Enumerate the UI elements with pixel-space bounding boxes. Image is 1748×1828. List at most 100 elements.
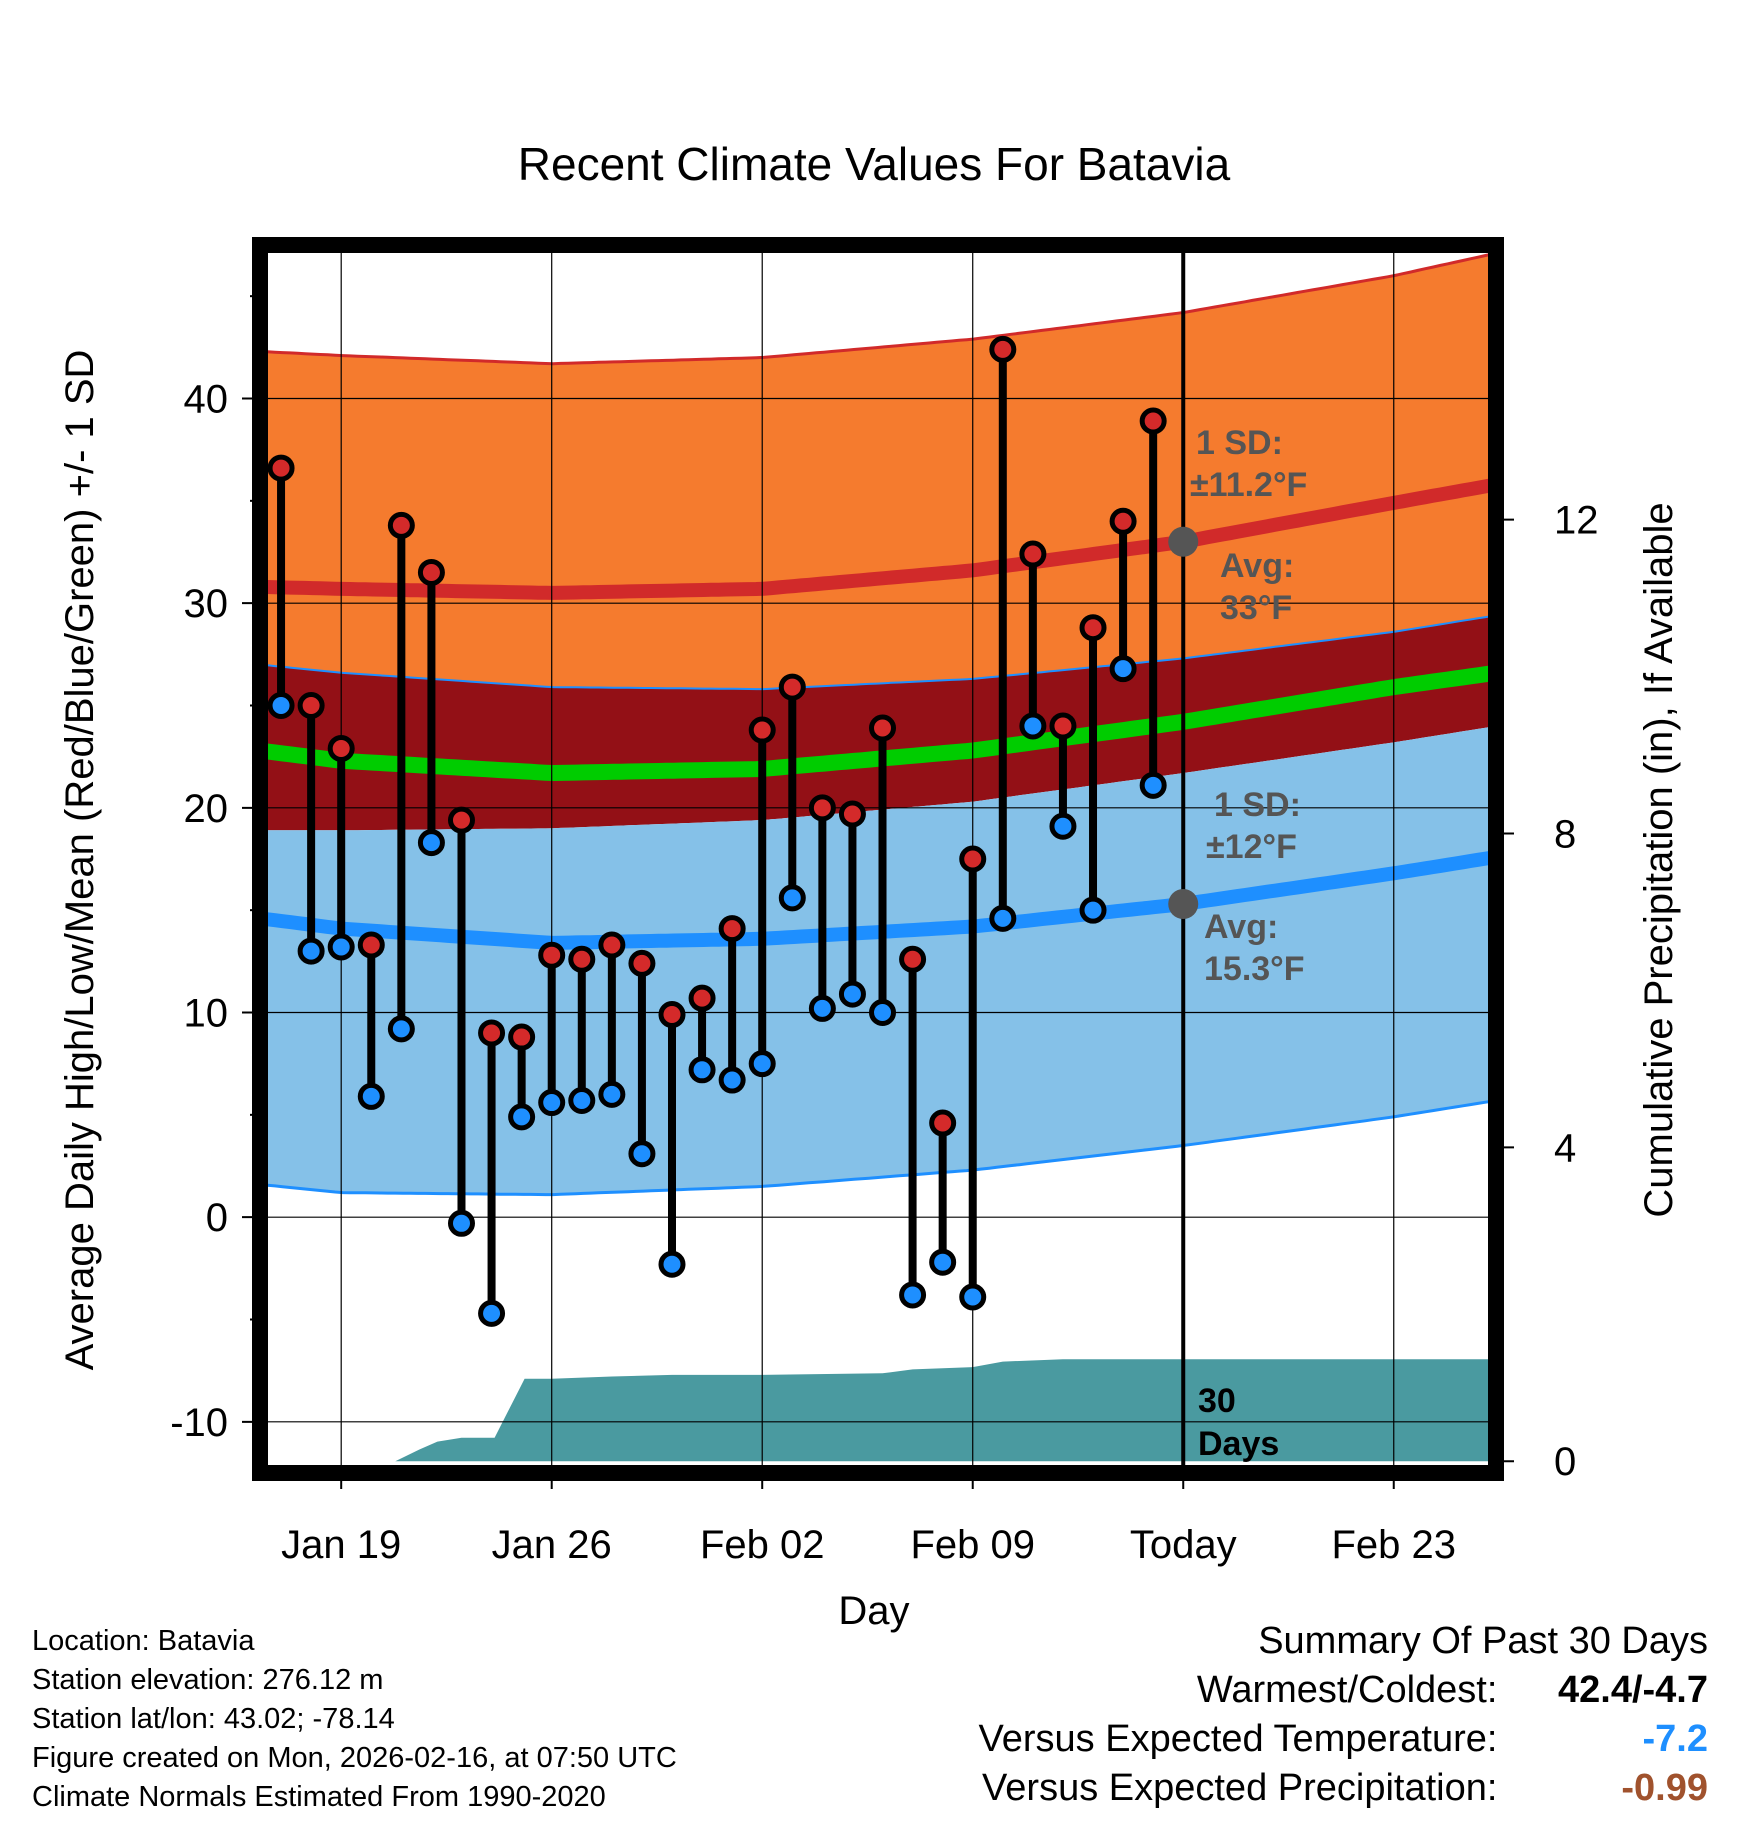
obs-low-point [387, 1015, 415, 1043]
obs-low-point [869, 999, 897, 1026]
summary-warmest-row: Warmest/Coldest: 42.4/-4.7 [979, 1666, 1708, 1715]
latlon-text: Station lat/lon: 43.02; -78.14 [32, 1703, 395, 1735]
period-number: 30 [1198, 1382, 1236, 1420]
obs-low-point [688, 1056, 716, 1084]
obs-low-point [989, 904, 1017, 932]
elevation-text: Station elevation: 276.12 m [32, 1664, 384, 1696]
temp-value: -7.2 [1642, 1718, 1708, 1760]
x-tick-label: Today [1130, 1523, 1237, 1567]
x-axis-label: Day [838, 1589, 909, 1633]
high-avg-label: Avg: [1220, 547, 1294, 585]
obs-low-point [508, 1103, 536, 1131]
obs-high-point [959, 845, 987, 873]
obs-low-point [899, 1281, 927, 1309]
obs-high-point [869, 714, 897, 742]
x-tick-label: Jan 26 [492, 1523, 612, 1567]
low-avg-value: 15.3°F [1204, 950, 1305, 988]
obs-high-point [688, 984, 716, 1012]
high-avg-value: 33°F [1220, 589, 1292, 627]
obs-high-point [327, 734, 355, 762]
high-sd-label: 1 SD: [1196, 424, 1283, 462]
obs-low-point [778, 884, 806, 912]
obs-high-point [989, 335, 1017, 363]
obs-low-point [718, 1066, 746, 1094]
observations [267, 335, 1167, 1327]
obs-high-point [478, 1019, 506, 1047]
y-tick-label: 20 [184, 787, 229, 831]
chart-title: Recent Climate Values For Batavia [518, 138, 1231, 190]
obs-high-point [357, 931, 385, 959]
obs-high-point [748, 716, 776, 744]
obs-low-point [447, 1209, 475, 1237]
low-sd-value: ±12°F [1206, 828, 1297, 866]
y-tick-label: 40 [184, 378, 229, 422]
obs-high-point [628, 949, 656, 977]
obs-low-point [1079, 896, 1107, 924]
mean-avg-line [260, 665, 1495, 782]
obs-low-point [1109, 655, 1137, 683]
x-tick-label: Feb 23 [1331, 1523, 1456, 1567]
obs-high-point [1139, 407, 1167, 435]
precip-area [260, 1359, 1496, 1462]
normals-text: Climate Normals Estimated From 1990-2020 [32, 1781, 606, 1813]
obs-high-point [1019, 540, 1047, 568]
low-sd-label: 1 SD: [1214, 786, 1301, 824]
high-sd-value: ±11.2°F [1190, 466, 1307, 504]
obs-high-point [598, 931, 626, 959]
obs-low-point [838, 980, 866, 1008]
mean-band-top-edge [260, 614, 1494, 691]
warmest-value: 42.4/-4.7 [1558, 1669, 1708, 1711]
y2-tick-label: 4 [1554, 1126, 1576, 1170]
low-avg-marker [1168, 889, 1199, 920]
obs-high-point [417, 558, 445, 586]
low-minus-sd-line [260, 1099, 1494, 1197]
obs-high-point [447, 806, 475, 834]
obs-high-point [267, 454, 295, 482]
obs-high-point [899, 945, 927, 973]
y-axis-label: Average Daily High/Low/Mean (Red/Blue/Gr… [58, 350, 102, 1371]
y2-axis-label: Cumulative Precipitation (in), If Availa… [1637, 502, 1681, 1217]
summary-panel: Summary Of Past 30 Days Warmest/Coldest:… [979, 1617, 1708, 1813]
obs-high-point [838, 800, 866, 828]
obs-high-point [508, 1023, 536, 1051]
obs-high-point [718, 915, 746, 943]
obs-low-point [658, 1250, 686, 1278]
obs-low-point [357, 1082, 385, 1110]
obs-low-point [327, 933, 355, 961]
location-text: Location: Batavia [32, 1625, 255, 1657]
summary-temp-row: Versus Expected Temperature: -7.2 [979, 1715, 1708, 1764]
obs-low-point [1139, 771, 1167, 799]
obs-low-point [1019, 712, 1047, 740]
obs-low-point [929, 1248, 957, 1276]
plot-frame [252, 237, 1504, 1481]
summary-heading: Summary Of Past 30 Days [1258, 1620, 1708, 1662]
obs-high-point [1109, 507, 1137, 535]
obs-high-point [1079, 614, 1107, 642]
obs-low-point [568, 1087, 596, 1115]
y2-tick-label: 12 [1554, 499, 1599, 543]
obs-high-point [658, 1001, 686, 1029]
y-tick-label: 30 [184, 582, 229, 626]
obs-high-point [929, 1109, 957, 1137]
temp-label: Versus Expected Temperature: [978, 1718, 1498, 1760]
obs-low-point [748, 1050, 776, 1078]
obs-low-point [598, 1080, 626, 1108]
high-avg-line [260, 478, 1495, 600]
y2-tick-label: 0 [1554, 1440, 1576, 1484]
obs-high-point [778, 673, 806, 701]
obs-low-point [267, 692, 295, 719]
obs-high-point [387, 511, 415, 539]
obs-low-point [478, 1299, 506, 1327]
obs-high-point [1049, 712, 1077, 740]
created-text: Figure created on Mon, 2026-02-16, at 07… [32, 1742, 677, 1774]
high-avg-marker [1168, 526, 1199, 557]
axis-ticks: Jan 19 Jan 26 Feb 02 Feb 09 Today Feb 23 -10 0 1… [170, 295, 1599, 1567]
obs-high-point [538, 941, 566, 969]
y-tick-label: 10 [184, 992, 229, 1036]
period-unit: Days [1198, 1425, 1279, 1463]
obs-high-point [808, 794, 836, 822]
obs-low-point [628, 1140, 656, 1168]
x-tick-label: Jan 19 [281, 1523, 401, 1567]
obs-low-point [959, 1283, 987, 1311]
y2-tick-label: 8 [1554, 812, 1576, 856]
